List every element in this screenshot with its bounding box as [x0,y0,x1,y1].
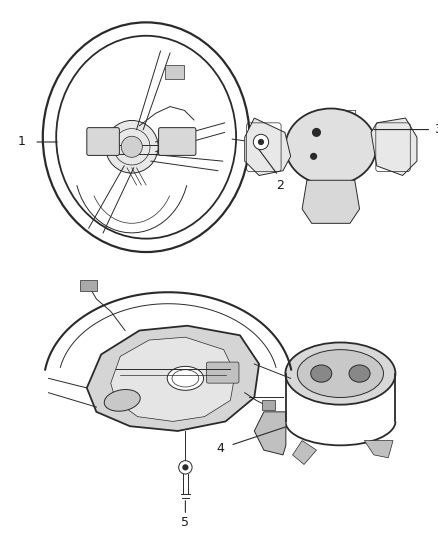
Polygon shape [87,326,259,431]
Text: 4: 4 [217,442,225,455]
Polygon shape [302,180,360,223]
FancyBboxPatch shape [87,127,119,156]
Ellipse shape [349,365,370,382]
Polygon shape [111,337,235,422]
Circle shape [183,465,188,470]
Polygon shape [245,118,291,175]
Ellipse shape [286,109,376,185]
Circle shape [179,461,192,474]
FancyBboxPatch shape [159,127,196,156]
Polygon shape [371,118,417,175]
Polygon shape [293,441,317,464]
Ellipse shape [286,343,396,405]
Ellipse shape [311,365,332,382]
Circle shape [258,140,263,144]
Polygon shape [364,441,393,458]
FancyBboxPatch shape [165,66,184,79]
Text: 3: 3 [434,123,438,136]
Text: 5: 5 [181,516,189,529]
Ellipse shape [121,136,142,157]
Ellipse shape [106,121,158,173]
Ellipse shape [167,366,204,390]
Ellipse shape [44,23,248,251]
Text: 1: 1 [18,135,26,149]
Ellipse shape [297,350,384,398]
FancyBboxPatch shape [80,280,97,291]
Circle shape [253,134,268,150]
Polygon shape [254,412,286,455]
Circle shape [313,128,320,136]
Text: 2: 2 [276,179,284,191]
FancyBboxPatch shape [206,362,239,383]
Ellipse shape [104,390,140,411]
FancyBboxPatch shape [262,400,276,410]
Circle shape [311,154,317,159]
